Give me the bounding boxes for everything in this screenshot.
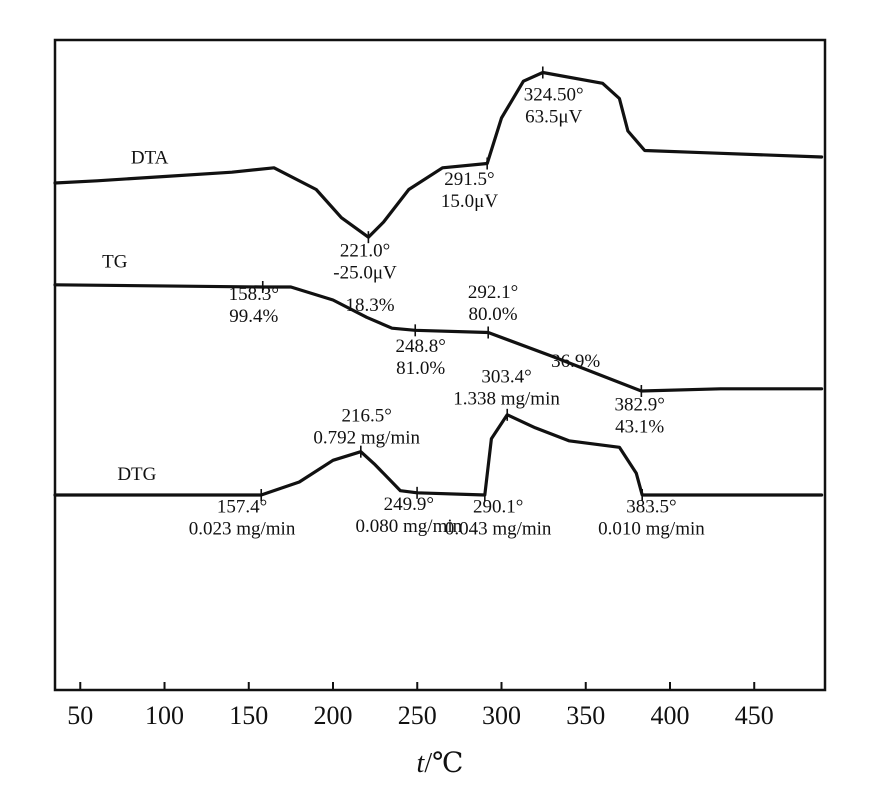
x-axis: 50 100 150 200 250 300 350 400 450 <box>67 682 774 730</box>
dtg-annotation: 216.5° 0.792 mg/min <box>313 405 420 448</box>
annotation-line: 290.1° <box>473 496 523 517</box>
tg-curve <box>53 283 824 393</box>
x-axis-label-unit: /℃ <box>424 748 463 779</box>
dta-annotation: 221.0° -25.0μV <box>333 241 397 284</box>
dtg-annotation: 249.9° 0.080 mg/min <box>356 494 463 537</box>
annotation-line: 15.0μV <box>441 191 498 212</box>
annotation-line: 80.0% <box>469 304 518 325</box>
annotation-line: 0.043 mg/min <box>445 518 552 539</box>
dtg-curve <box>53 413 824 497</box>
annotation-line: 36.9% <box>551 351 600 372</box>
annotation-line: 303.4° <box>481 366 531 387</box>
annotation-line: 248.8° <box>395 336 445 357</box>
curves <box>53 70 824 497</box>
tg-annotation: 248.8° 81.0% <box>395 336 445 379</box>
x-tick-label: 450 <box>735 701 774 730</box>
tg-annotation: 382.9° 43.1% <box>614 395 664 438</box>
x-tick-label: 150 <box>229 701 268 730</box>
dtg-annotation: 157.4° 0.023 mg/min <box>189 496 296 539</box>
annotation-line: 63.5μV <box>525 107 582 128</box>
tg-annotation: 36.9% <box>551 351 600 372</box>
annotation-line: 81.0% <box>396 358 445 379</box>
dtg-series-label: DTG <box>117 464 156 485</box>
annotation-line: 0.792 mg/min <box>313 427 420 448</box>
dtg-annotation: 290.1° 0.043 mg/min <box>445 496 552 539</box>
x-tick-label: 200 <box>314 701 353 730</box>
annotation-line: 382.9° <box>614 395 664 416</box>
annotation-line: 221.0° <box>340 241 390 262</box>
annotation-line: 18.3% <box>346 295 395 316</box>
x-axis-label-italic: t <box>417 748 426 779</box>
plot-frame <box>53 38 827 692</box>
tg-series-label: TG <box>102 252 128 273</box>
annotation-line: 324.50° <box>524 85 584 106</box>
annotation-line: 1.338 mg/min <box>453 388 560 409</box>
x-tick-label: 50 <box>67 701 93 730</box>
annotation-line: 216.5° <box>342 405 392 426</box>
x-tick-label: 300 <box>482 701 521 730</box>
tg-annotation: 292.1° 80.0% <box>468 282 518 325</box>
dta-series-label: DTA <box>131 148 169 169</box>
tg-annotation: 18.3% <box>346 295 395 316</box>
annotation-line: 0.080 mg/min <box>356 516 463 537</box>
dta-annotation: 291.5° 15.0μV <box>441 169 498 212</box>
curve-marks <box>260 66 643 501</box>
x-axis-label: t/℃ <box>417 748 464 779</box>
annotation-line: 43.1% <box>615 417 664 438</box>
series-labels: DTA TG DTG <box>102 148 168 485</box>
annotation-line: 249.9° <box>384 494 434 515</box>
tg-annotation: 158.3° 99.4% <box>229 284 279 327</box>
annotation-line: 0.010 mg/min <box>598 518 705 539</box>
annotation-line: -25.0μV <box>333 263 397 284</box>
dtg-annotation: 383.5° 0.010 mg/min <box>598 496 705 539</box>
dtg-annotation: 303.4° 1.338 mg/min <box>453 366 560 409</box>
annotation-line: 158.3° <box>229 284 279 305</box>
annotation-line: 292.1° <box>468 282 518 303</box>
x-tick-label: 400 <box>650 701 689 730</box>
x-tick-label: 350 <box>566 701 605 730</box>
annotation-line: 0.023 mg/min <box>189 518 296 539</box>
annotation-line: 99.4% <box>229 306 278 327</box>
annotations: 221.0° -25.0μV 291.5° 15.0μV 324.50° 63.5μV 15… <box>189 85 706 540</box>
x-tick-label: 250 <box>398 701 437 730</box>
dta-annotation: 324.50° 63.5μV <box>524 85 584 128</box>
annotation-line: 383.5° <box>626 496 676 517</box>
annotation-line: 157.4° <box>217 496 267 517</box>
dta-curve <box>53 70 824 239</box>
x-tick-label: 100 <box>145 701 184 730</box>
annotation-line: 291.5° <box>444 169 494 190</box>
